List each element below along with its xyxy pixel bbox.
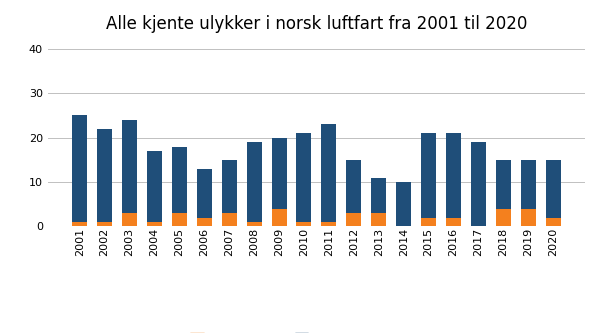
Bar [97, 222, 112, 226]
Bar [346, 160, 361, 213]
Bar [421, 217, 436, 226]
Bar [321, 222, 336, 226]
Bar [297, 222, 312, 226]
Bar [272, 209, 287, 226]
Bar [546, 160, 561, 217]
Bar [97, 129, 112, 222]
Bar [72, 222, 87, 226]
Legend: Fatale ulykker, Ulykker uten omkomne: Fatale ulykker, Ulykker uten omkomne [186, 329, 447, 333]
Bar [496, 209, 511, 226]
Bar [321, 124, 336, 222]
Title: Alle kjente ulykker i norsk luftfart fra 2001 til 2020: Alle kjente ulykker i norsk luftfart fra… [106, 15, 527, 33]
Bar [297, 133, 312, 222]
Bar [147, 151, 162, 222]
Bar [521, 160, 536, 209]
Bar [521, 209, 536, 226]
Bar [197, 217, 212, 226]
Bar [172, 213, 187, 226]
Bar [247, 222, 261, 226]
Bar [396, 182, 411, 226]
Bar [371, 213, 386, 226]
Bar [122, 213, 137, 226]
Bar [272, 138, 287, 209]
Bar [446, 217, 461, 226]
Bar [172, 147, 187, 213]
Bar [197, 169, 212, 217]
Bar [221, 160, 236, 213]
Bar [446, 133, 461, 217]
Bar [496, 160, 511, 209]
Bar [421, 133, 436, 217]
Bar [471, 142, 486, 226]
Bar [346, 213, 361, 226]
Bar [122, 120, 137, 213]
Bar [371, 177, 386, 213]
Bar [546, 217, 561, 226]
Bar [72, 116, 87, 222]
Bar [247, 142, 261, 222]
Bar [221, 213, 236, 226]
Bar [147, 222, 162, 226]
